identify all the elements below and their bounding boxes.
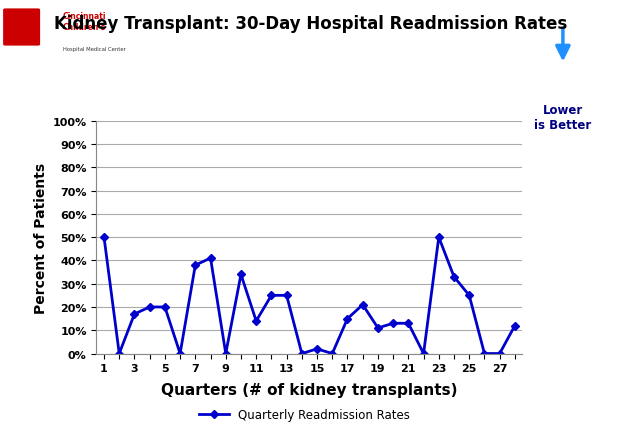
Text: Hospital Medical Center: Hospital Medical Center: [63, 47, 126, 52]
Y-axis label: Percent of Patients: Percent of Patients: [34, 162, 49, 313]
Legend: Quarterly Readmission Rates: Quarterly Readmission Rates: [195, 404, 415, 426]
Text: Cincinnati
Children's: Cincinnati Children's: [63, 12, 106, 32]
Text: Lower
is Better: Lower is Better: [534, 104, 592, 132]
X-axis label: Quarters (# of kidney transplants): Quarters (# of kidney transplants): [161, 381, 458, 397]
Text: Kidney Transplant: 30-Day Hospital Readmission Rates: Kidney Transplant: 30-Day Hospital Readm…: [54, 15, 568, 33]
FancyBboxPatch shape: [3, 10, 40, 46]
